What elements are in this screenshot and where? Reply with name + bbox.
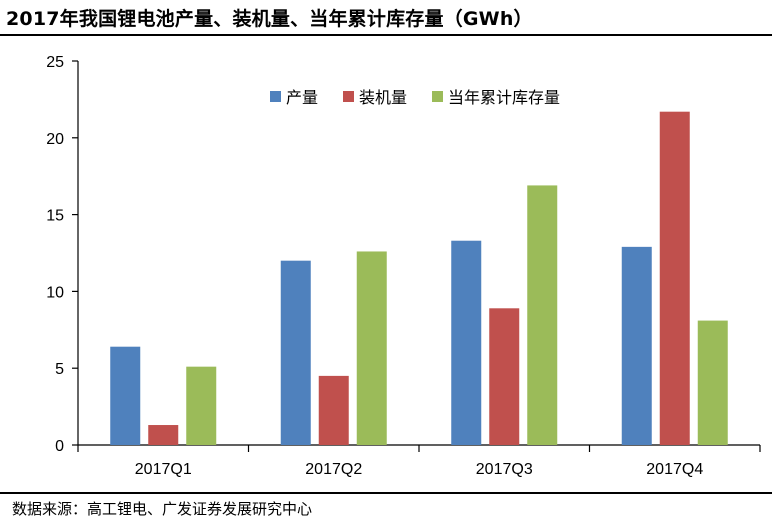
y-tick-label: 5 xyxy=(55,361,64,378)
bar-chart: 0 5 10 15 20 25 2017Q1 2017Q2 2017Q3 2017Q4 产量 装机… xyxy=(46,54,761,478)
bar-2017Q1-产量 xyxy=(110,346,141,445)
bar-2017Q1-装机量 xyxy=(148,425,179,445)
legend-label: 当年累计库存量 xyxy=(448,88,560,107)
x-tick-label: 2017Q2 xyxy=(305,461,362,478)
footer-divider xyxy=(0,492,772,494)
source-note: 数据来源：高工锂电、广发证券发展研究中心 xyxy=(12,500,313,518)
y-tick-label: 20 xyxy=(46,131,64,148)
bar-2017Q3-产量 xyxy=(451,240,482,445)
bar-2017Q2-产量 xyxy=(280,260,311,445)
legend-swatch xyxy=(343,91,354,102)
legend-label: 装机量 xyxy=(359,88,407,107)
x-tick-label: 2017Q4 xyxy=(646,461,703,478)
x-tick-label: 2017Q3 xyxy=(476,461,533,478)
legend-swatch xyxy=(432,91,443,102)
bar-2017Q2-当年累计库存量 xyxy=(356,251,387,445)
bar-2017Q4-产量 xyxy=(621,246,652,445)
y-tick-label: 0 xyxy=(55,438,64,455)
bar-2017Q1-当年累计库存量 xyxy=(186,366,217,445)
legend-label: 产量 xyxy=(286,88,318,107)
title-divider xyxy=(0,34,772,36)
legend-swatch xyxy=(270,91,281,102)
bar-2017Q2-装机量 xyxy=(318,375,349,445)
bars xyxy=(110,111,728,446)
chart-title: 2017年我国锂电池产量、装机量、当年累计库存量（GWh） xyxy=(6,8,533,30)
x-tick-label: 2017Q1 xyxy=(135,461,192,478)
bar-2017Q3-当年累计库存量 xyxy=(527,185,558,445)
y-tick-label: 15 xyxy=(46,208,64,225)
bar-2017Q4-装机量 xyxy=(659,111,690,446)
y-axis: 0 5 10 15 20 25 xyxy=(46,54,79,455)
bar-2017Q3-装机量 xyxy=(489,308,520,445)
bar-2017Q4-当年累计库存量 xyxy=(697,320,728,445)
legend: 产量 装机量 当年累计库存量 xyxy=(270,88,560,107)
y-tick-label: 25 xyxy=(46,54,64,71)
x-axis: 2017Q1 2017Q2 2017Q3 2017Q4 xyxy=(77,444,761,478)
y-tick-label: 10 xyxy=(46,284,64,301)
